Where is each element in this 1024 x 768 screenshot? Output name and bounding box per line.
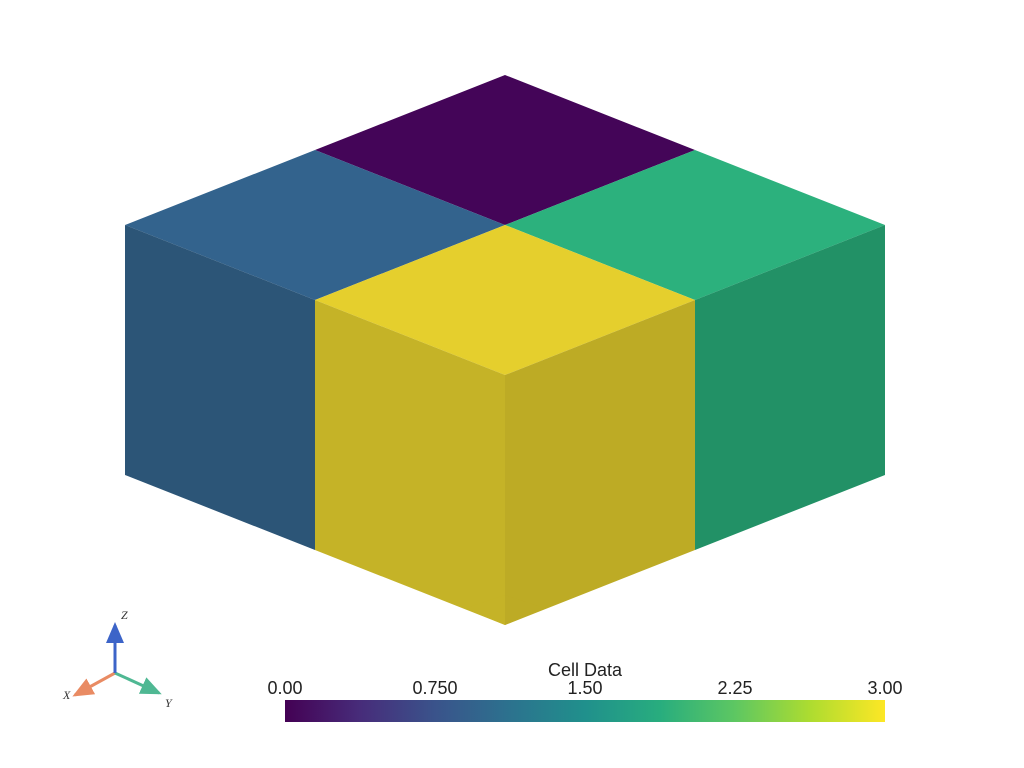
colorbar-tick-1: 0.750 (412, 678, 457, 699)
axis-y-arrow (115, 673, 159, 693)
axis-x-label: X (62, 688, 71, 702)
colorbar-gradient (285, 700, 885, 722)
colorbar-tick-2: 1.50 (567, 678, 602, 699)
colorbar-tick-4: 3.00 (867, 678, 902, 699)
axis-y-label: Y (165, 696, 173, 710)
colorbar-tick-3: 2.25 (717, 678, 752, 699)
orientation-triad[interactable]: X Y Z (60, 608, 180, 718)
colorbar-tick-labels: 0.000.7501.502.253.00 (285, 678, 885, 698)
colorbar-tick-0: 0.00 (267, 678, 302, 699)
axis-x-arrow (75, 673, 115, 695)
colorbar: Cell Data 0.000.7501.502.253.00 (285, 660, 885, 730)
viewport: XYZ Cell Data 0.000.7501.502.253.00 (0, 0, 1024, 768)
axis-z-label: Z (121, 608, 128, 622)
